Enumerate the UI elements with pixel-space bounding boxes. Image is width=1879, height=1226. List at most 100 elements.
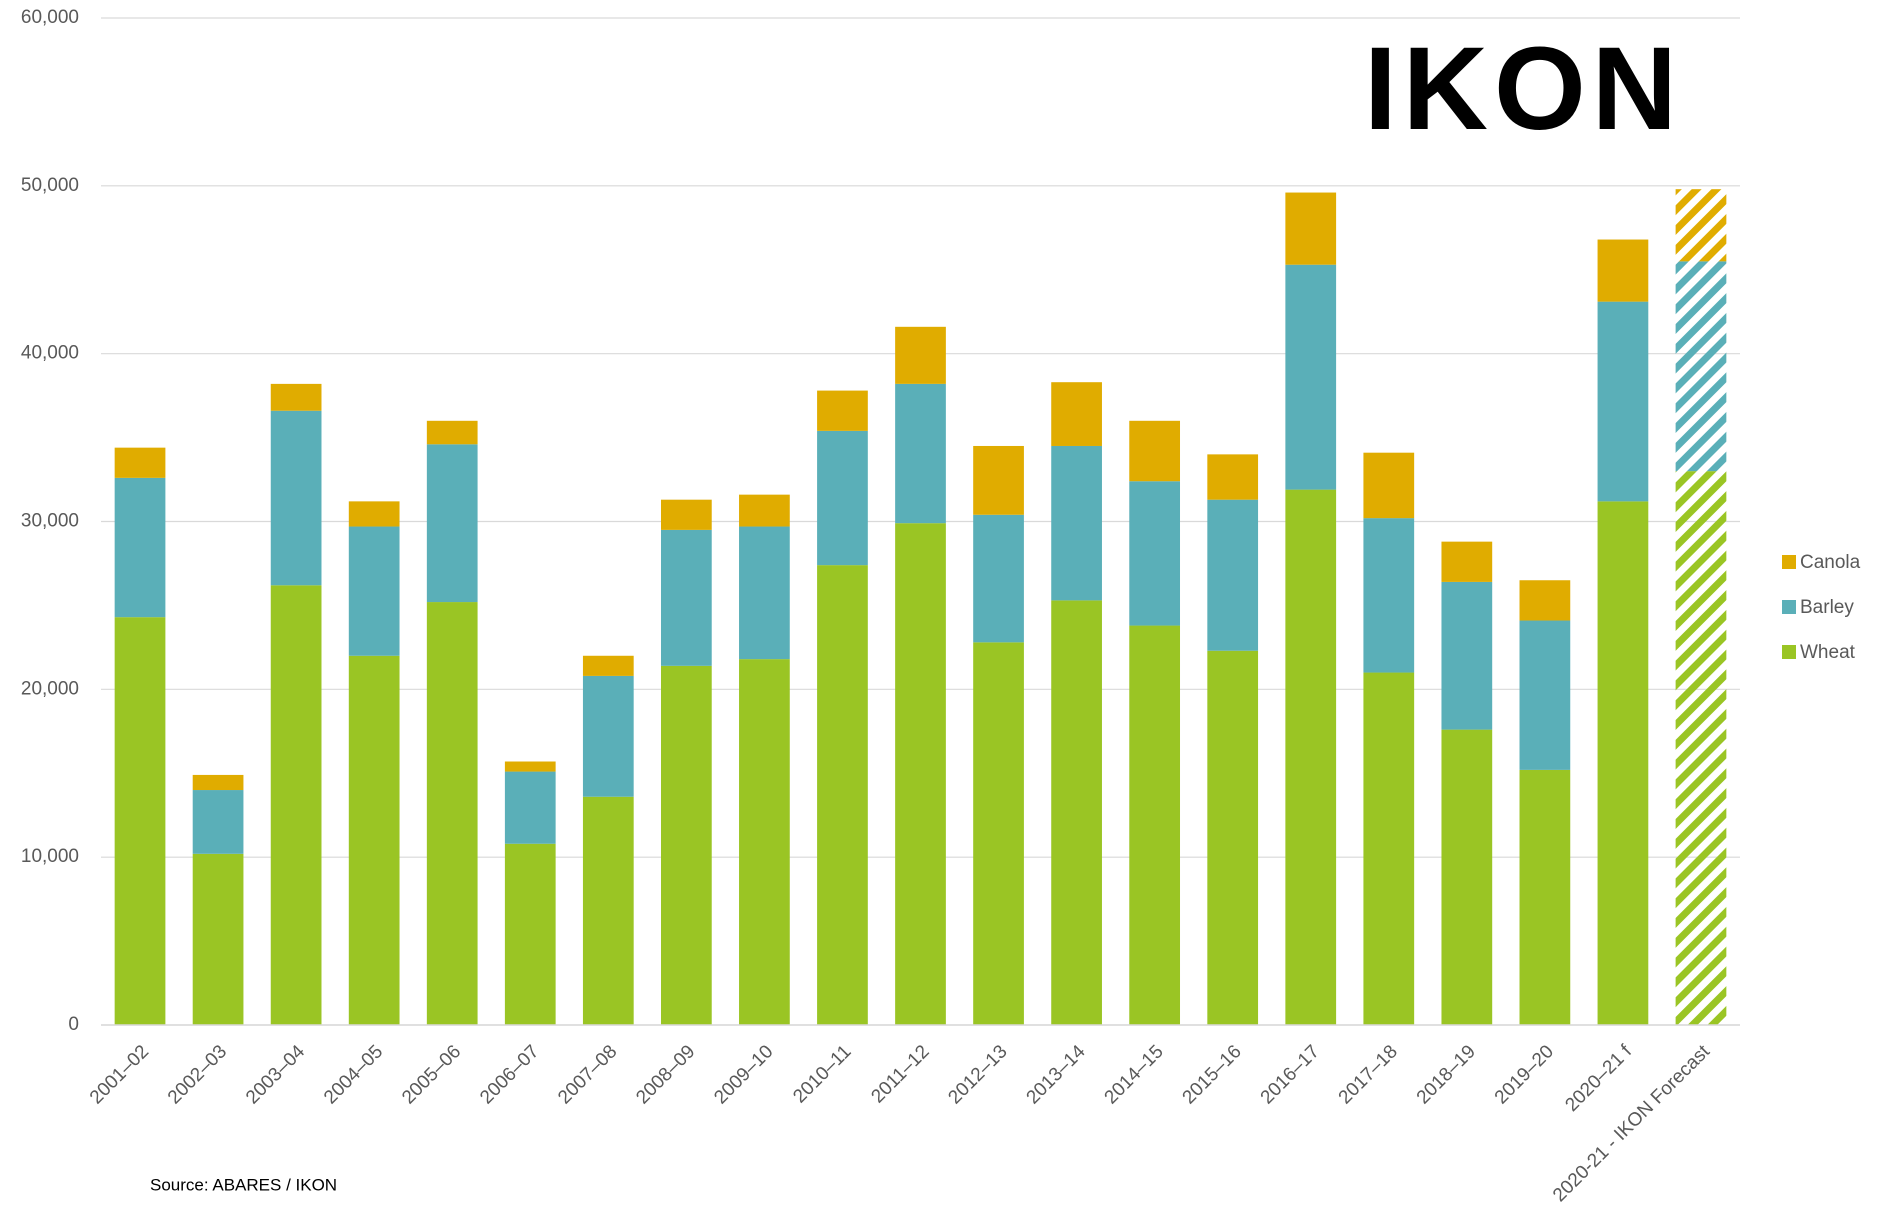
bar-segment — [660, 529, 712, 666]
x-tick-label: 2006–07 — [476, 1041, 543, 1108]
bar-segment — [1675, 471, 1727, 1025]
y-tick-label: 0 — [68, 1014, 79, 1035]
bar-segment — [660, 499, 712, 530]
bar-segment — [426, 602, 478, 1025]
x-tick-label: 2003–04 — [242, 1041, 309, 1108]
bar-segment — [504, 771, 556, 844]
bar-segment — [582, 796, 634, 1025]
x-tick-label: 2011–12 — [867, 1041, 933, 1107]
y-tick-label: 20,000 — [21, 678, 79, 699]
bar-segment — [1285, 264, 1337, 490]
bar-segment — [973, 514, 1024, 643]
bar-segment — [973, 445, 1024, 515]
bar-segment — [1363, 518, 1415, 673]
x-tick-label: 2007–08 — [554, 1041, 621, 1108]
bar-segment — [1051, 600, 1102, 1025]
legend-swatch — [1782, 555, 1796, 569]
x-tick-label: 2012–13 — [944, 1041, 1011, 1108]
bar-segment — [1129, 481, 1181, 626]
bar-segment — [739, 659, 790, 1025]
x-tick-label: 2016–17 — [1257, 1041, 1324, 1108]
bar-segment — [1363, 672, 1415, 1025]
bar-segment — [1207, 650, 1259, 1025]
bar-segment — [895, 383, 946, 524]
x-tick-label: 2008–09 — [632, 1041, 699, 1108]
x-tick-label: 2014–15 — [1101, 1041, 1168, 1108]
bar-segment — [114, 617, 166, 1025]
bar-segment — [1207, 499, 1259, 651]
bar-segment — [1519, 620, 1571, 770]
bar-segment — [348, 655, 400, 1025]
x-tick-label: 2005–06 — [398, 1041, 465, 1108]
bar-segment — [1129, 625, 1181, 1025]
x-tick-label: 2004–05 — [320, 1041, 387, 1108]
x-tick-label: 2017–18 — [1335, 1041, 1402, 1108]
legend-label: Barley — [1800, 597, 1854, 618]
bar-segment — [817, 430, 868, 566]
x-tick-label: 2020-21 - IKON Forecast — [1549, 1041, 1714, 1206]
y-tick-label: 10,000 — [21, 846, 79, 867]
bar-segment — [1441, 541, 1493, 582]
x-tick-label: 2001–02 — [86, 1041, 153, 1108]
bar-segment — [348, 501, 400, 527]
bar-segment — [114, 447, 166, 478]
bar-segment — [1597, 301, 1649, 502]
bar-segment — [1051, 382, 1102, 446]
legend-swatch — [1782, 645, 1796, 659]
x-tick-label: 2019–20 — [1491, 1041, 1558, 1108]
y-tick-label: 50,000 — [21, 175, 79, 196]
logo: IKON — [1364, 23, 1683, 155]
y-tick-label: 30,000 — [21, 511, 79, 532]
bar-segment — [1285, 192, 1337, 265]
bar-segment — [1519, 769, 1571, 1025]
bar-segment — [504, 761, 556, 772]
source-note: Source: ABARES / IKON — [150, 1175, 337, 1194]
bar-segment — [973, 642, 1024, 1025]
bar-segment — [270, 410, 322, 586]
bar-segment — [895, 523, 946, 1025]
bar-segment — [1363, 452, 1415, 519]
bar-segment — [1051, 445, 1102, 601]
bar-segment — [817, 565, 868, 1025]
bar-segment — [348, 526, 400, 656]
bar-segment — [192, 774, 244, 791]
x-tick-label: 2018–19 — [1413, 1041, 1480, 1108]
bar-segment — [582, 655, 634, 676]
bar-segment — [270, 585, 322, 1025]
bar-segment — [1519, 580, 1571, 621]
legend-swatch — [1782, 600, 1796, 614]
bar-segment — [1597, 239, 1649, 302]
bar-segment — [192, 790, 244, 854]
bar-segment — [1441, 581, 1493, 730]
bar-segment — [817, 390, 868, 431]
x-tick-label: 2015–16 — [1179, 1041, 1246, 1108]
bar-segment — [1441, 729, 1493, 1025]
bar-segment — [1285, 489, 1337, 1025]
bar-segment — [582, 675, 634, 797]
y-tick-label: 60,000 — [21, 7, 79, 28]
x-tick-label: 2009–10 — [710, 1041, 777, 1108]
x-tick-label: 2010–11 — [789, 1041, 855, 1107]
y-tick-label: 40,000 — [21, 343, 79, 364]
bar-segment — [1207, 454, 1259, 500]
bar-segment — [1675, 261, 1727, 472]
bar-segment — [114, 477, 166, 618]
bar-segment — [270, 383, 322, 411]
legend-label: Wheat — [1800, 642, 1856, 663]
x-tick-label: 2020–21 f — [1561, 1041, 1636, 1116]
bar-segment — [1597, 501, 1649, 1025]
bar-segment — [895, 326, 946, 384]
bar-segment — [426, 420, 478, 445]
x-tick-label: 2013–14 — [1023, 1041, 1090, 1108]
x-tick-label: 2002–03 — [164, 1041, 231, 1108]
bar-segment — [660, 665, 712, 1025]
bar-segment — [426, 444, 478, 603]
bar-segment — [192, 853, 244, 1025]
legend-label: Canola — [1800, 552, 1861, 573]
bar-segment — [739, 494, 790, 527]
bar-segment — [739, 526, 790, 660]
bar-segment — [504, 843, 556, 1025]
bar-segment — [1675, 189, 1727, 262]
bar-segment — [1129, 420, 1181, 482]
